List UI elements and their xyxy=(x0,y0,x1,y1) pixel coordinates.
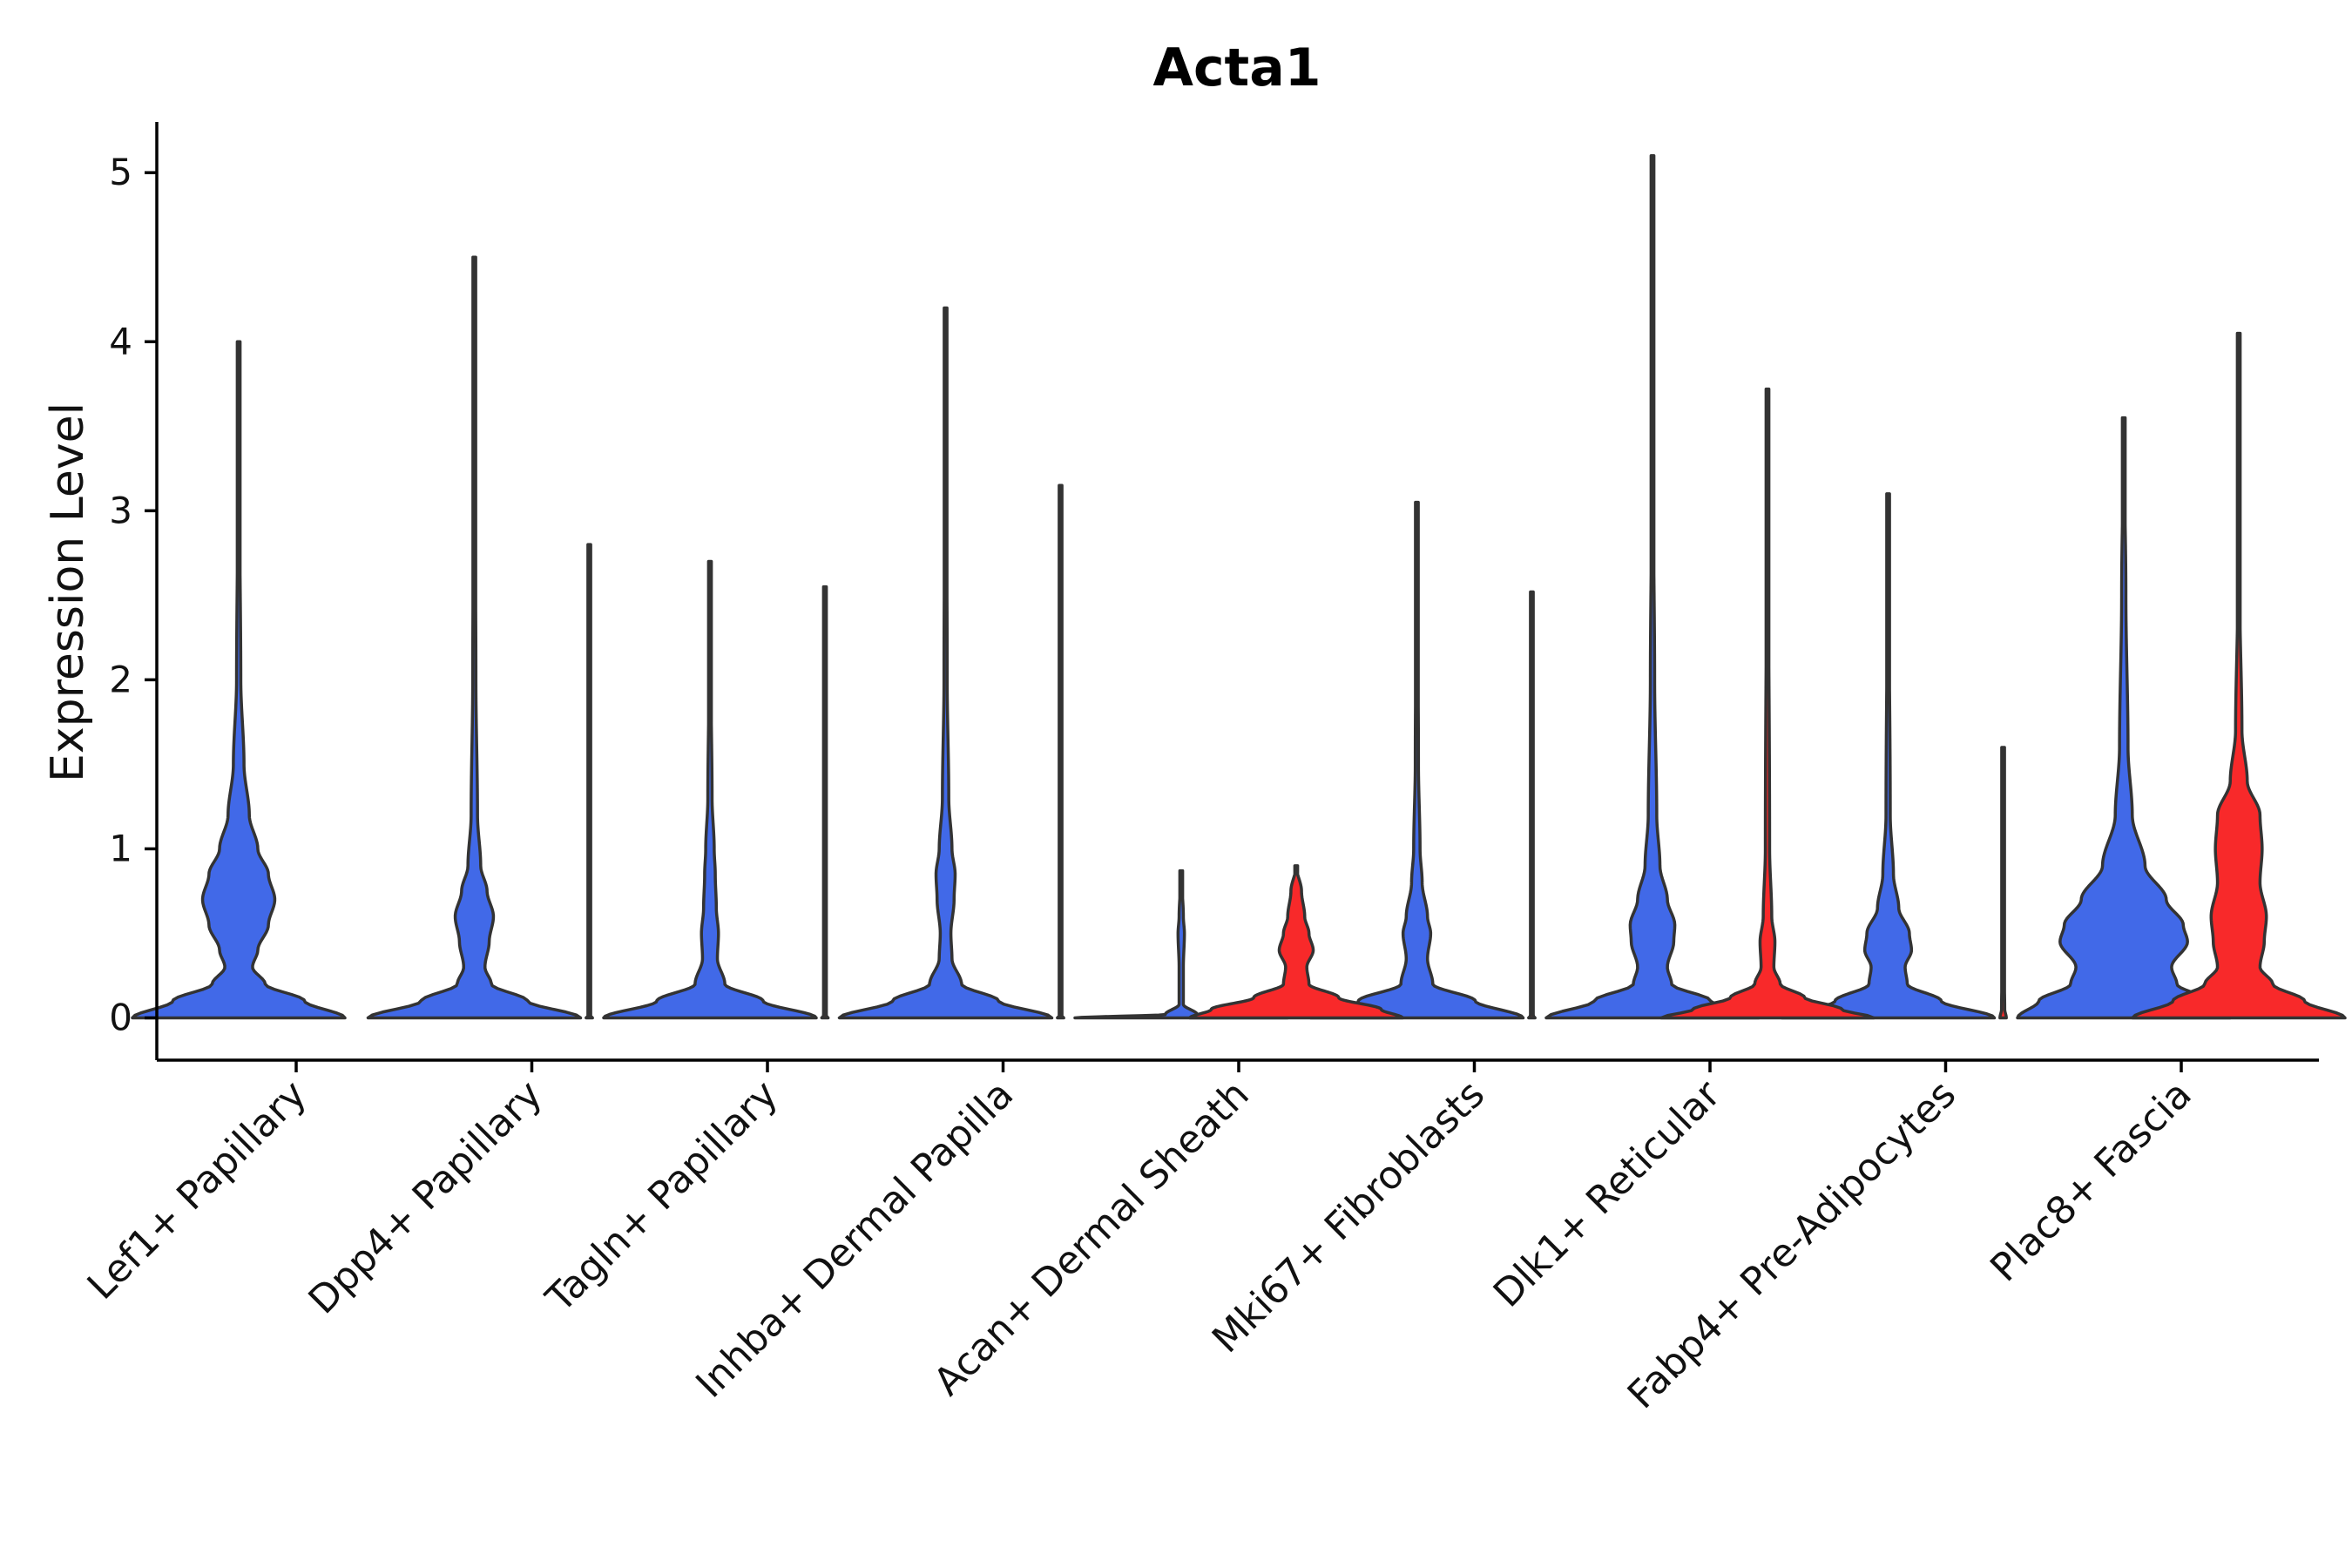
y-tick-label: 2 xyxy=(109,658,132,700)
y-tick-label: 4 xyxy=(109,320,132,362)
violin-group-1-3 xyxy=(602,559,818,1020)
violin-group-1-6 xyxy=(1308,500,1525,1020)
chart-title: Acta1 xyxy=(1153,37,1321,98)
x-tick-label: Dpp4+ Papillary xyxy=(301,1072,551,1323)
violin-group-2-5 xyxy=(1188,864,1404,1020)
violin-group-2-3 xyxy=(820,585,830,1020)
violin-group-2-9 xyxy=(2131,331,2347,1020)
violin-group-1-2 xyxy=(366,255,583,1020)
x-tick-label: Tagln+ Papillary xyxy=(537,1072,787,1321)
violin-group-2-6 xyxy=(1527,590,1537,1020)
violin-group-2-4 xyxy=(1056,483,1065,1020)
violin-group-2-8 xyxy=(1998,746,2008,1020)
y-tick-label: 5 xyxy=(109,151,132,193)
violin-group-1-9 xyxy=(2016,416,2232,1020)
violin-layer xyxy=(131,154,2347,1020)
violin-group-1-1 xyxy=(131,340,347,1020)
violin-group-1-8 xyxy=(1780,492,1997,1020)
x-tick-label: Mki67+ Fibroblasts xyxy=(1204,1072,1493,1362)
violin-group-2-2 xyxy=(585,543,594,1020)
x-tick-label: Lef1+ Papillary xyxy=(79,1072,315,1308)
y-axis-label: Expression Level xyxy=(42,402,94,782)
violin-group-2-7 xyxy=(1659,387,1876,1020)
x-tick-label: Plac8+ Fascia xyxy=(1982,1072,2200,1291)
x-tick-label: Dlk1+ Reticular xyxy=(1485,1071,1730,1316)
violin-group-1-5 xyxy=(1073,868,1289,1020)
y-tick-label: 1 xyxy=(109,827,132,869)
violin-group-1-7 xyxy=(1544,154,1761,1020)
y-tick-label: 3 xyxy=(109,489,132,531)
violin-group-1-4 xyxy=(837,306,1054,1020)
y-tick-label: 0 xyxy=(109,996,132,1038)
